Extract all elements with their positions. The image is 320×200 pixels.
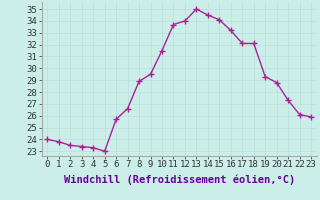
X-axis label: Windchill (Refroidissement éolien,°C): Windchill (Refroidissement éolien,°C) xyxy=(64,175,295,185)
